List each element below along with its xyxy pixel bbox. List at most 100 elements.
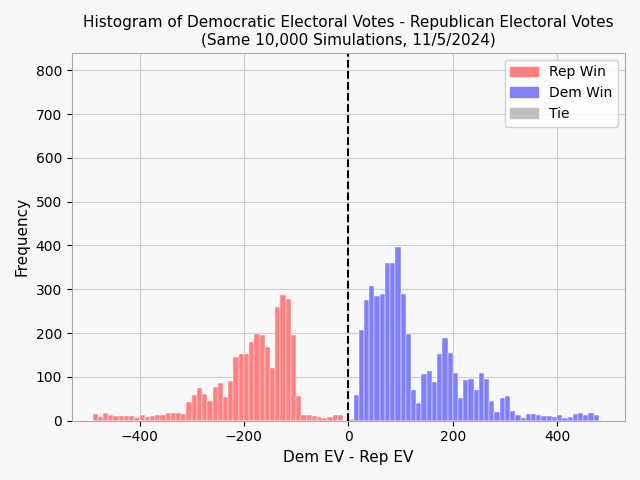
Bar (186, 402, 192, 421)
Bar (458, 398, 463, 421)
Bar (390, 264, 396, 421)
Bar (207, 401, 212, 421)
Bar (140, 416, 145, 421)
Bar (301, 415, 307, 421)
Bar (526, 414, 531, 421)
Bar (254, 334, 260, 421)
Bar (328, 417, 333, 421)
Bar (166, 413, 171, 421)
Bar (364, 300, 369, 421)
Y-axis label: Frequency: Frequency (15, 197, 30, 276)
Legend: Rep Win, Dem Win, Tie: Rep Win, Dem Win, Tie (505, 60, 618, 127)
Bar (93, 414, 98, 421)
Bar (134, 418, 140, 421)
Bar (145, 417, 150, 421)
Bar (171, 413, 176, 421)
Title: Histogram of Democratic Electoral Votes - Republican Electoral Votes
(Same 10,00: Histogram of Democratic Electoral Votes … (83, 15, 614, 48)
Bar (353, 396, 359, 421)
Bar (568, 417, 573, 421)
Bar (474, 391, 479, 421)
Bar (249, 342, 254, 421)
Bar (447, 353, 452, 421)
Bar (348, 419, 353, 421)
Bar (369, 286, 374, 421)
Bar (265, 347, 270, 421)
Bar (317, 417, 322, 421)
Bar (563, 418, 568, 421)
Bar (333, 416, 338, 421)
Bar (260, 336, 265, 421)
Bar (463, 380, 468, 421)
Bar (468, 379, 474, 421)
Bar (374, 296, 380, 421)
Bar (280, 295, 285, 421)
Bar (583, 415, 588, 421)
Bar (307, 415, 312, 421)
Bar (291, 336, 296, 421)
Bar (427, 371, 432, 421)
Bar (547, 416, 552, 421)
Bar (296, 396, 301, 421)
Bar (489, 401, 495, 421)
Bar (118, 416, 124, 421)
Bar (437, 354, 442, 421)
Bar (505, 396, 510, 421)
Bar (176, 413, 181, 421)
Bar (380, 294, 385, 421)
Bar (218, 383, 223, 421)
Bar (223, 396, 228, 421)
Bar (108, 415, 113, 421)
Bar (113, 416, 118, 421)
Bar (536, 416, 541, 421)
Bar (161, 415, 166, 421)
Bar (515, 415, 520, 421)
Bar (359, 330, 364, 421)
Bar (479, 373, 484, 421)
Bar (401, 294, 406, 421)
Bar (411, 390, 416, 421)
Bar (452, 372, 458, 421)
Bar (406, 334, 411, 421)
Bar (495, 412, 500, 421)
Bar (573, 414, 578, 421)
Bar (500, 397, 505, 421)
Bar (239, 354, 244, 421)
Bar (588, 413, 594, 421)
Bar (385, 263, 390, 421)
Bar (312, 416, 317, 421)
Bar (396, 247, 401, 421)
Bar (557, 416, 563, 421)
Bar (181, 414, 186, 421)
Bar (552, 417, 557, 421)
Bar (348, 420, 353, 421)
Bar (432, 382, 437, 421)
Bar (416, 403, 421, 421)
Bar (197, 388, 202, 421)
Bar (150, 416, 155, 421)
Bar (155, 415, 161, 421)
Bar (285, 299, 291, 421)
Bar (244, 354, 249, 421)
Bar (270, 368, 275, 421)
Bar (103, 413, 108, 421)
Bar (192, 395, 197, 421)
Bar (322, 418, 328, 421)
Bar (421, 374, 427, 421)
Bar (212, 386, 218, 421)
Bar (98, 417, 103, 421)
Bar (510, 411, 515, 421)
Bar (124, 416, 129, 421)
Bar (442, 338, 447, 421)
Bar (234, 357, 239, 421)
Bar (578, 413, 583, 421)
Bar (520, 418, 526, 421)
Bar (275, 307, 280, 421)
X-axis label: Dem EV - Rep EV: Dem EV - Rep EV (283, 450, 413, 465)
Bar (594, 416, 599, 421)
Bar (531, 414, 536, 421)
Bar (338, 416, 343, 421)
Bar (541, 416, 547, 421)
Bar (484, 379, 489, 421)
Bar (129, 416, 134, 421)
Bar (228, 381, 234, 421)
